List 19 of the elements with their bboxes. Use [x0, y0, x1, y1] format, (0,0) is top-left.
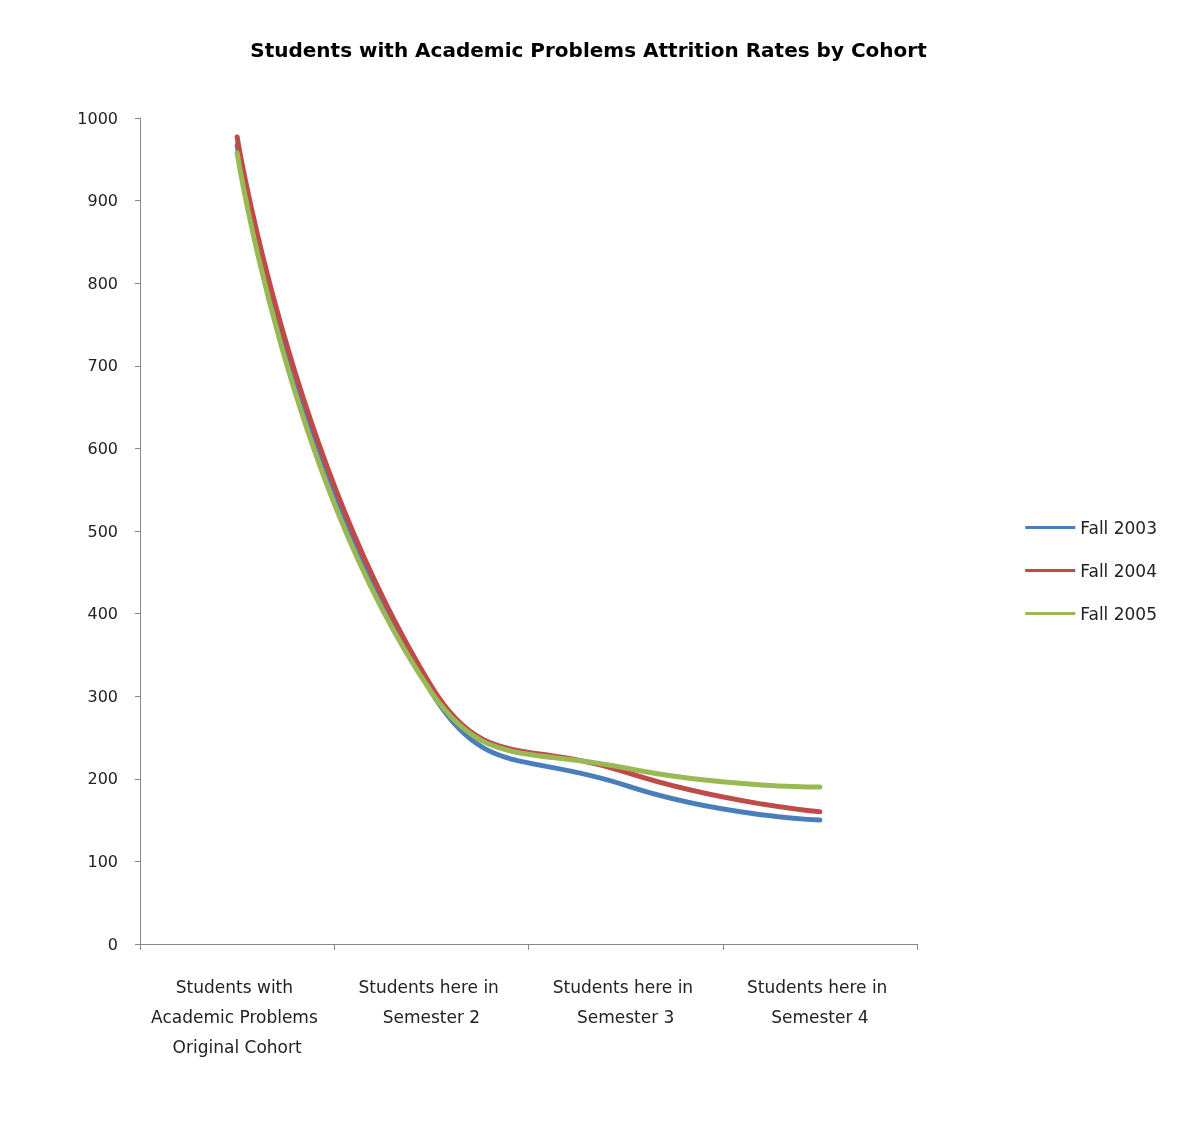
x-tick-label: Students here in Semester 4 — [746, 977, 893, 1027]
y-tick-label: 1000 — [77, 108, 118, 128]
y-tick-label: 700 — [87, 356, 118, 376]
x-tick-label: Students here in Semester 3 — [552, 977, 699, 1027]
y-tick-label: 900 — [87, 191, 118, 211]
y-tick-label: 500 — [87, 521, 118, 541]
x-tick-label: Students here in Semester 2 — [358, 977, 505, 1027]
y-tick-label: 600 — [87, 438, 118, 458]
y-tick-label: 300 — [87, 686, 118, 706]
y-tick-label: 0 — [107, 934, 118, 954]
legend-label: Fall 2005 — [1080, 603, 1157, 624]
y-tick-label: 800 — [87, 273, 118, 293]
y-tick-label: 100 — [87, 851, 118, 871]
x-tick-label: Students with Academic Problems Original Cohort — [151, 977, 324, 1057]
legend-label: Fall 2004 — [1080, 560, 1157, 581]
y-tick-label: 400 — [87, 604, 118, 624]
chart-title: Students with Academic Problems Attrition Rates by Cohort — [250, 38, 928, 62]
y-tick-label: 200 — [87, 769, 118, 789]
legend-label: Fall 2003 — [1080, 517, 1157, 538]
